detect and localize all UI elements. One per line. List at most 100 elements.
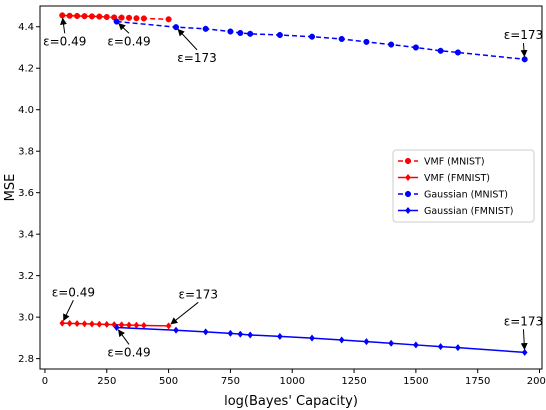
data-point	[437, 47, 444, 54]
data-point	[237, 330, 244, 338]
data-point	[309, 334, 315, 342]
data-point	[118, 14, 125, 21]
data-point	[59, 12, 66, 19]
data-point	[338, 35, 345, 43]
data-point	[521, 56, 528, 63]
x-tick-label: 1250	[341, 376, 366, 387]
annotation-arrow	[520, 43, 528, 58]
annotation-arrow	[170, 301, 199, 325]
data-point	[140, 321, 147, 330]
annotation: ε=0.49	[43, 17, 86, 48]
y-tick-label: 3.6	[18, 188, 34, 199]
data-point	[308, 33, 316, 40]
data-point	[96, 320, 103, 328]
x-tick-label: 0	[42, 376, 48, 387]
annotation-arrow	[118, 23, 130, 34]
data-point	[388, 41, 395, 48]
data-point	[96, 13, 103, 20]
annotation: ε=173	[504, 28, 543, 58]
x-axis-label: log(Bayes' Capacity)	[224, 394, 358, 409]
y-tick-label: 3.4	[18, 230, 34, 241]
annotation-label: ε=0.49	[107, 345, 150, 359]
legend-label: Gaussian (MNIST)	[424, 190, 508, 201]
plot-series	[59, 12, 528, 357]
data-point	[113, 323, 120, 332]
annotation-label: ε=173	[177, 51, 216, 65]
data-point	[103, 320, 110, 329]
legend: VMF (MNIST) VMF (FMNIST) Gaussian (MNIST) G…	[392, 149, 535, 223]
annotation-label: ε=0.49	[43, 34, 86, 48]
data-point	[247, 331, 254, 339]
data-point	[125, 14, 133, 21]
annotation-label: ε=0.49	[107, 34, 150, 48]
data-point	[202, 25, 209, 32]
series-gaussian-mnist	[113, 18, 528, 63]
x-tick-label: 750	[221, 376, 240, 387]
x-axis: 0 250 500 750 1000 1250 1500 1750 2000	[42, 369, 546, 387]
y-axis: 2.8 3.0 3.2 3.4 3.6 3.8 4.0 4.2 4.4	[18, 22, 40, 365]
data-point	[88, 13, 95, 20]
annotation-label: ε=0.49	[52, 285, 95, 299]
y-tick-label: 4.2	[18, 64, 34, 75]
annotation: ε=0.49	[107, 23, 151, 48]
legend-item: Gaussian (MNIST)	[398, 190, 508, 201]
annotation: ε=173	[170, 287, 218, 325]
data-point	[202, 328, 209, 336]
data-point	[133, 15, 140, 22]
y-tick-label: 3.0	[18, 313, 34, 324]
legend-label: Gaussian (FMNIST)	[424, 206, 513, 217]
data-point	[165, 322, 172, 330]
x-tick-label: 1750	[465, 376, 490, 387]
legend-label: VMF (MNIST)	[424, 157, 485, 168]
x-tick-label: 2000	[527, 376, 546, 387]
data-point	[133, 321, 140, 329]
data-point	[247, 30, 254, 37]
data-point	[276, 31, 283, 39]
data-point	[66, 12, 73, 19]
data-point	[81, 320, 88, 328]
x-tick-label: 500	[159, 376, 178, 387]
data-point	[74, 12, 81, 20]
data-point	[103, 13, 110, 21]
data-point	[412, 44, 419, 51]
data-point	[59, 319, 66, 327]
annotation-arrow	[60, 17, 67, 34]
data-point	[454, 49, 461, 56]
annotation-label: ε=173	[504, 28, 543, 42]
annotation: ε=173	[504, 314, 543, 351]
annotation-label: ε=173	[179, 287, 218, 301]
data-point	[437, 342, 444, 351]
data-point	[227, 28, 234, 35]
annotation-arrow	[63, 300, 74, 322]
legend-item: Gaussian (FMNIST)	[398, 206, 513, 217]
data-point	[413, 341, 419, 349]
legend-item: VMF (FMNIST)	[398, 173, 490, 184]
x-tick-label: 1500	[403, 376, 428, 387]
y-tick-label: 4.4	[18, 22, 34, 33]
y-tick-label: 3.2	[18, 271, 34, 282]
annotation: ε=173	[177, 28, 217, 65]
annotation-label: ε=173	[504, 314, 543, 328]
data-point	[140, 15, 147, 22]
data-point	[165, 16, 172, 23]
data-point	[81, 13, 88, 20]
legend-marker	[405, 173, 411, 182]
legend-marker	[404, 157, 412, 165]
plot-frame	[39, 5, 543, 370]
data-point	[276, 332, 283, 341]
x-tick-label: 250	[97, 376, 116, 387]
series-gaussian-fmnist	[113, 323, 528, 357]
x-tick-label: 1000	[280, 376, 305, 387]
annotation: ε=0.49	[107, 329, 151, 359]
series-vmf-fmnist	[59, 319, 172, 330]
y-tick-label: 4.0	[18, 105, 34, 116]
legend-marker	[404, 190, 412, 198]
series-vmf-mnist	[59, 12, 172, 23]
data-point	[173, 326, 179, 334]
data-point	[74, 319, 80, 328]
y-tick-label: 2.8	[18, 354, 34, 365]
y-tick-label: 3.8	[18, 147, 34, 158]
data-point	[237, 29, 244, 37]
data-point	[66, 319, 73, 327]
annotation: ε=0.49	[52, 285, 95, 322]
